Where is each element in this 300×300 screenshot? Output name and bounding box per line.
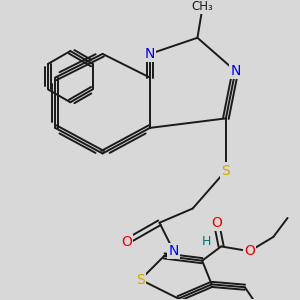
Text: O: O: [211, 216, 222, 230]
Text: S: S: [221, 164, 230, 178]
Text: N: N: [230, 64, 241, 78]
Text: S: S: [136, 273, 145, 286]
Text: N: N: [169, 244, 179, 258]
Text: O: O: [244, 244, 255, 258]
Text: N: N: [145, 47, 155, 61]
Text: O: O: [121, 235, 132, 249]
Text: CH₃: CH₃: [191, 0, 213, 13]
Text: H: H: [202, 235, 212, 248]
